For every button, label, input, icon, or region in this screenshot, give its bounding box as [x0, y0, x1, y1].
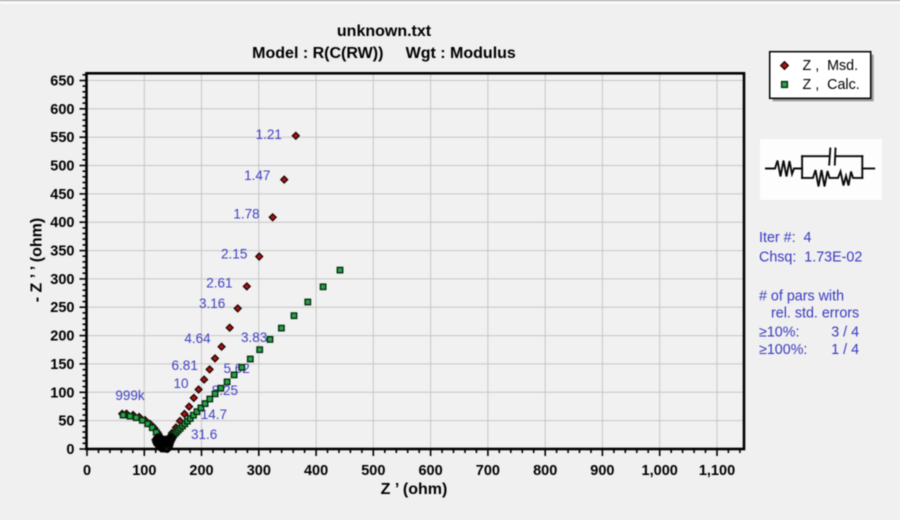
svg-text:≥10%: 3 / 4: ≥10%: 3 / 4 [759, 325, 859, 341]
svg-text:400: 400 [304, 463, 328, 479]
svg-text:300: 300 [50, 272, 74, 288]
svg-text:100: 100 [50, 385, 74, 401]
svg-text:14.7: 14.7 [201, 407, 227, 422]
svg-text:4.64: 4.64 [184, 331, 211, 346]
svg-text:800: 800 [533, 463, 557, 479]
svg-text:700: 700 [476, 463, 500, 479]
svg-text:900: 900 [590, 463, 614, 479]
svg-text:Iter #: 4: Iter #: 4 [759, 230, 811, 246]
svg-text:1.78: 1.78 [233, 207, 259, 222]
svg-text:50: 50 [58, 414, 74, 430]
svg-text:Chsq: 1.73E-02: Chsq: 1.73E-02 [759, 250, 862, 266]
svg-text:200: 200 [50, 329, 74, 345]
svg-text:650: 650 [50, 74, 74, 90]
svg-text:2.15: 2.15 [221, 246, 247, 261]
svg-text:300: 300 [247, 463, 271, 479]
svg-text:100: 100 [132, 463, 156, 479]
svg-text:≥100%: 1 / 4: ≥100%: 1 / 4 [759, 342, 859, 358]
svg-text:unknown.txt: unknown.txt [337, 23, 432, 40]
svg-text:rel. std. errors: rel. std. errors [771, 306, 859, 322]
svg-text:2.61: 2.61 [206, 275, 232, 290]
svg-text:# of pars with: # of pars with [759, 289, 844, 305]
svg-text:10: 10 [173, 376, 188, 391]
svg-text:500: 500 [361, 463, 385, 479]
svg-text:400: 400 [50, 215, 74, 231]
svg-text:999k: 999k [115, 388, 145, 403]
svg-text:1.21: 1.21 [256, 127, 282, 142]
svg-text:1,000: 1,000 [642, 463, 678, 479]
svg-text:0: 0 [83, 463, 91, 479]
svg-text:- Z ’ ’ (ohm): - Z ’ ’ (ohm) [29, 218, 46, 302]
svg-text:600: 600 [418, 463, 442, 479]
svg-text:200: 200 [189, 463, 213, 479]
svg-text:1,100: 1,100 [699, 463, 735, 479]
svg-text:Z , Msd.: Z , Msd. [803, 58, 859, 74]
svg-text:31.6: 31.6 [191, 427, 217, 442]
svg-text:600: 600 [50, 102, 74, 118]
svg-text:150: 150 [50, 357, 74, 373]
svg-text:Z , Calc.: Z , Calc. [803, 77, 860, 93]
svg-text:Model : R(C(RW)) Wgt : Mod: Model : R(C(RW)) Wgt : Modulus [252, 45, 516, 62]
svg-text:1.47: 1.47 [244, 168, 270, 183]
svg-text:Z ’ (ohm): Z ’ (ohm) [381, 481, 448, 498]
svg-text:500: 500 [50, 159, 74, 175]
svg-text:250: 250 [50, 300, 74, 316]
svg-text:550: 550 [50, 130, 74, 146]
svg-text:0: 0 [66, 442, 74, 458]
svg-text:6.81: 6.81 [172, 358, 198, 373]
svg-text:450: 450 [50, 187, 74, 203]
svg-text:350: 350 [50, 244, 74, 260]
svg-text:3.83: 3.83 [241, 330, 267, 345]
svg-text:3.16: 3.16 [199, 296, 225, 311]
